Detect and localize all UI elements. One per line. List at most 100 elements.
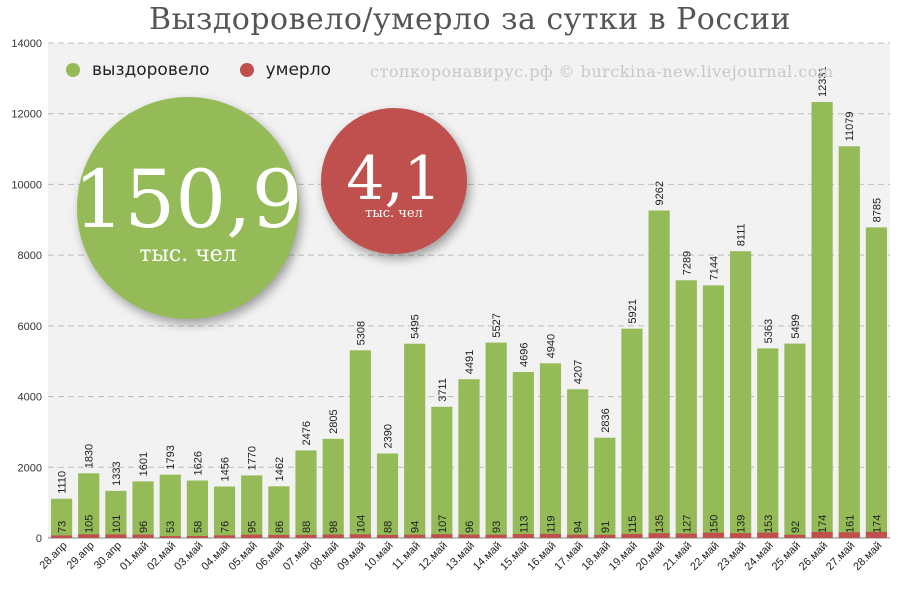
x-tick-label: 02.май (145, 540, 178, 573)
bar-recovered (512, 371, 534, 538)
data-label-recovered: 1601 (138, 452, 150, 476)
bar-deaths (594, 534, 616, 538)
data-label-recovered: 1830 (84, 444, 96, 468)
bar-deaths (295, 534, 317, 538)
deaths-total-bubble: 4,1 тыс. чел (321, 108, 467, 254)
bar-deaths (757, 532, 779, 538)
data-label-deaths: 58 (192, 521, 204, 533)
x-tick-label: 09.май (335, 540, 368, 573)
data-label-deaths: 161 (844, 515, 856, 533)
bar-recovered (675, 280, 697, 538)
bar-recovered (702, 285, 725, 538)
data-label-deaths: 174 (871, 515, 883, 533)
bar-deaths (865, 531, 888, 538)
bar-recovered (213, 486, 236, 538)
recovered-total-unit: тыс. чел (139, 241, 237, 267)
data-label-deaths: 93 (491, 521, 503, 533)
y-tick-label: 2000 (18, 462, 42, 474)
data-label-deaths: 153 (763, 515, 775, 533)
x-tick-label: 23.май (715, 540, 748, 573)
bar-deaths (675, 533, 697, 538)
data-label-recovered: 2836 (600, 408, 612, 432)
bar-recovered (621, 328, 643, 538)
bar-deaths (186, 535, 208, 538)
x-tick-label: 16.май (525, 540, 558, 573)
data-label-deaths: 76 (220, 521, 232, 533)
recovered-total-bubble: 150,9 тыс. чел (73, 97, 303, 319)
deaths-total-unit: тыс. чел (365, 205, 423, 221)
x-tick-label: 24.май (743, 540, 776, 573)
data-label-deaths: 88 (301, 521, 313, 533)
legend-item-recovered: выздоровело (66, 60, 210, 80)
data-label-deaths: 150 (708, 515, 720, 533)
bar-deaths (404, 534, 426, 538)
data-label-recovered: 1333 (111, 461, 123, 485)
bar-recovered (730, 251, 752, 539)
data-label-deaths: 73 (57, 521, 69, 533)
data-label-deaths: 94 (410, 521, 422, 533)
x-tick-label: 25.май (770, 540, 803, 573)
data-label-recovered: 2805 (328, 409, 340, 433)
data-label-recovered: 7289 (681, 251, 693, 275)
bar-recovered (322, 438, 344, 538)
bar-deaths (78, 534, 100, 538)
data-label-recovered: 7144 (708, 256, 720, 280)
x-tick-label: 12.май (417, 540, 450, 573)
bar-recovered (132, 481, 154, 538)
data-label-recovered: 1456 (220, 457, 232, 481)
bar-deaths (838, 532, 860, 538)
legend: выздоровело умерло (66, 60, 361, 80)
bar-recovered (811, 102, 833, 538)
x-tick-label: 04.май (199, 540, 232, 573)
data-label-deaths: 174 (817, 515, 829, 533)
x-tick-label: 17.май (552, 540, 585, 573)
bar-recovered (295, 450, 317, 538)
data-label-deaths: 86 (274, 521, 286, 533)
x-tick-label: 27.май (824, 540, 857, 573)
bar-deaths (485, 534, 507, 538)
data-label-recovered: 2476 (301, 421, 313, 445)
bar-recovered (784, 343, 806, 538)
data-label-recovered: 5495 (410, 314, 422, 338)
legend-label-recovered: выздоровело (92, 60, 210, 80)
data-label-deaths: 92 (790, 521, 802, 533)
bar-recovered (458, 379, 480, 538)
x-tick-label: 06.май (254, 540, 287, 573)
bar-recovered (376, 453, 399, 538)
x-tick-label: 20.май (634, 540, 667, 573)
data-label-recovered: 2390 (383, 424, 395, 448)
x-tick-label: 13.май (444, 540, 477, 573)
bar-recovered (159, 474, 181, 538)
legend-item-deaths: умерло (239, 60, 331, 80)
data-label-deaths: 119 (545, 515, 557, 533)
data-label-deaths: 105 (84, 515, 96, 533)
bar-deaths (105, 534, 127, 538)
y-tick-label: 10000 (11, 179, 42, 191)
data-label-recovered: 8111 (736, 223, 748, 246)
data-label-deaths: 104 (355, 515, 367, 533)
x-tick-label: 14.май (471, 540, 504, 573)
bar-deaths (567, 534, 589, 538)
data-label-recovered: 5499 (790, 314, 802, 338)
bar-recovered (241, 475, 263, 538)
x-tick-label: 08.май (308, 540, 341, 573)
data-label-recovered: 11079 (844, 111, 856, 141)
bar-deaths (322, 534, 344, 538)
x-tick-label: 29.апр (65, 540, 97, 572)
chart-title: Выздоровело/умерло за сутки в России (149, 2, 791, 37)
data-label-recovered: 5921 (627, 299, 639, 323)
data-label-deaths: 113 (518, 515, 530, 533)
bar-recovered (78, 473, 100, 538)
data-label-recovered: 4940 (545, 334, 557, 358)
data-label-recovered: 1462 (274, 457, 286, 481)
bar-recovered (268, 486, 290, 538)
x-tick-label: 07.май (281, 540, 314, 573)
bar-recovered (567, 389, 589, 538)
legend-dot-deaths (239, 63, 254, 77)
bar-deaths (458, 534, 480, 538)
data-label-recovered: 4696 (518, 342, 530, 366)
bar-recovered (594, 437, 616, 538)
y-tick-label: 12000 (11, 109, 42, 121)
data-label-deaths: 139 (736, 515, 748, 533)
